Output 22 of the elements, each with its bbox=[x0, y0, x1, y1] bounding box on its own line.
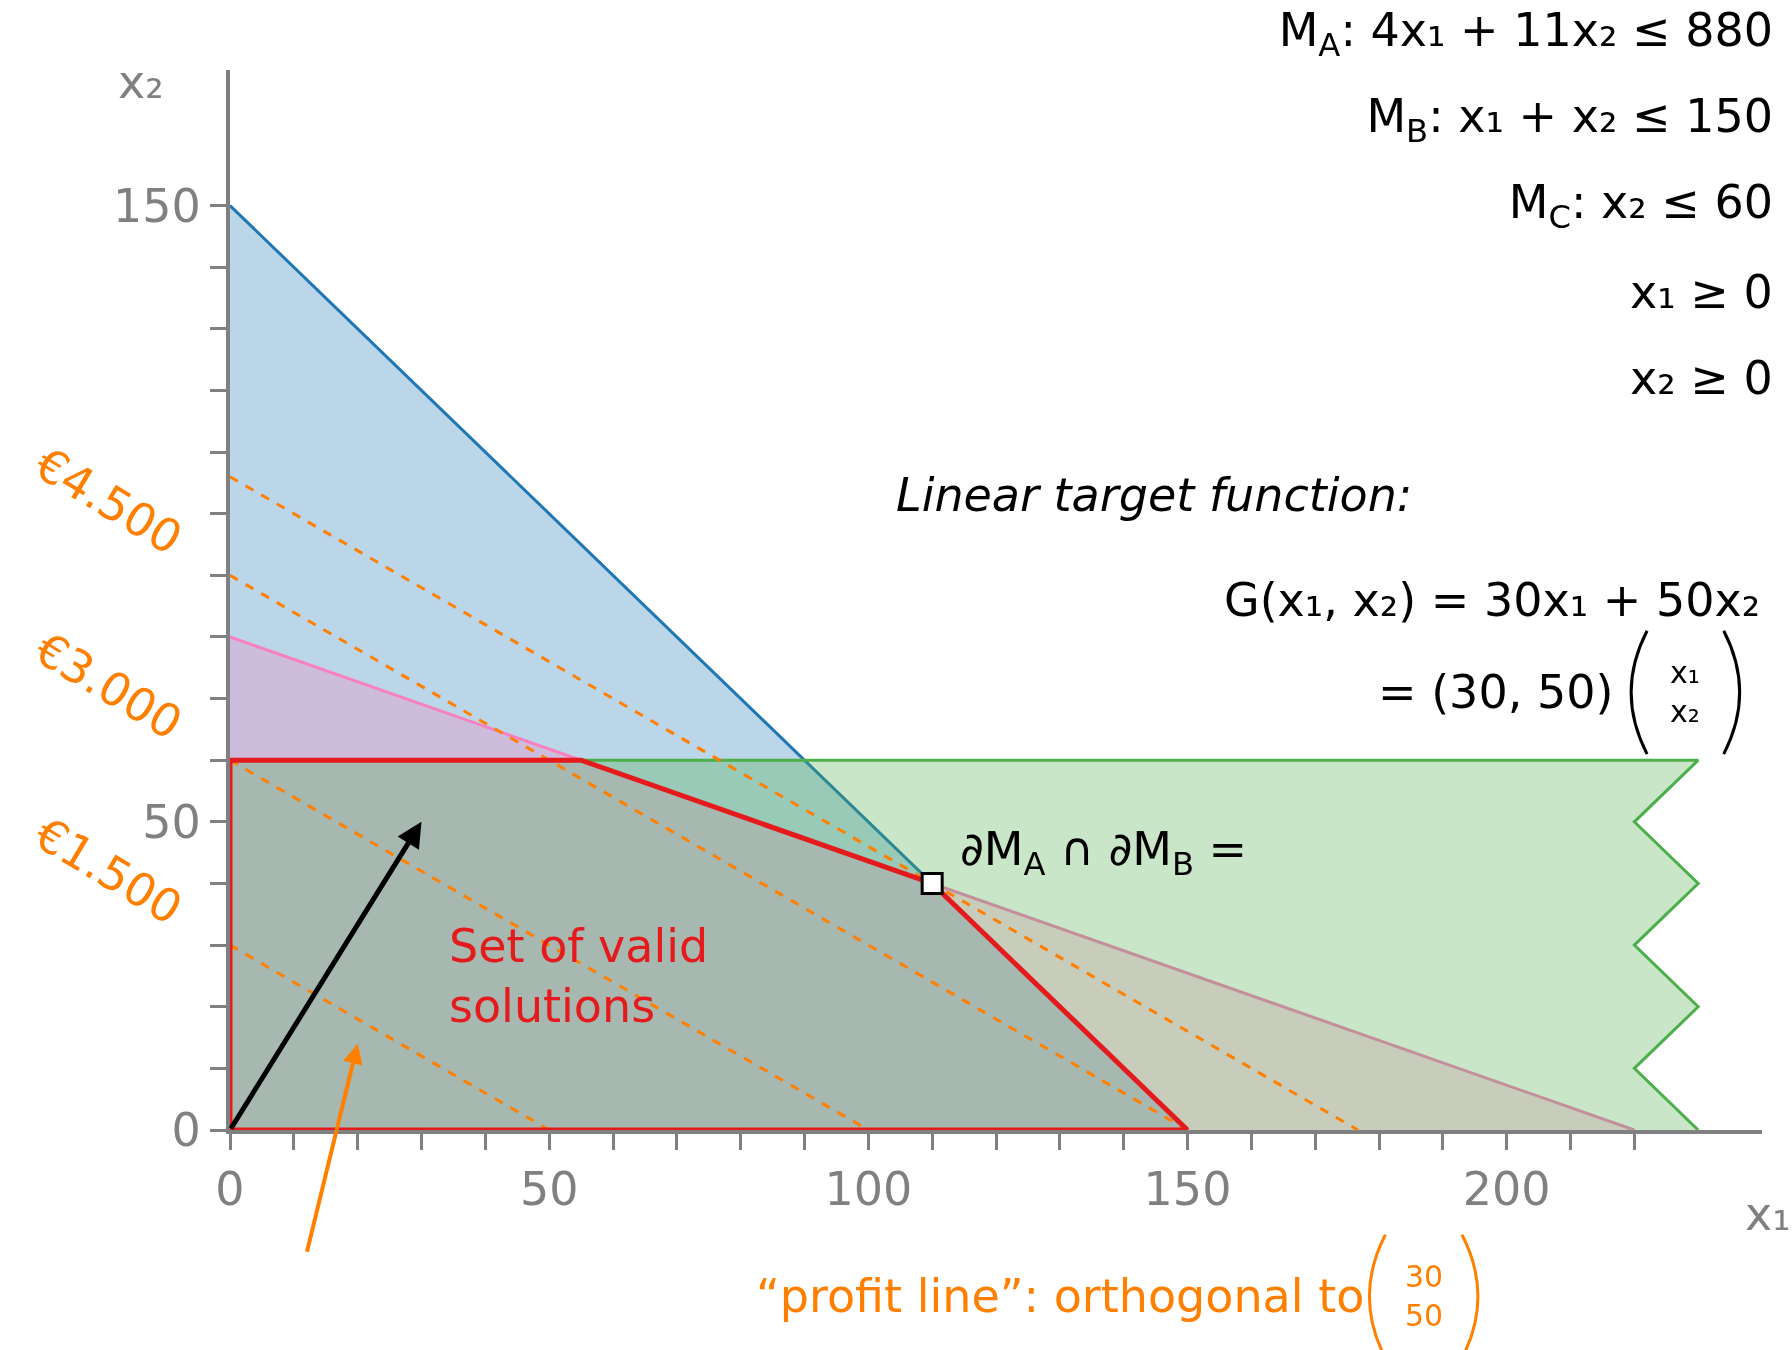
y-tick-label: 0 bbox=[171, 1103, 201, 1158]
text: “profit line”: orthogonal to bbox=[756, 1269, 1365, 1323]
annotation: G(x₁, x₂) = 30x₁ + 50x₂ bbox=[1224, 573, 1761, 627]
x-tick-label: 100 bbox=[824, 1162, 913, 1217]
annotation: x₁ x₂ bbox=[1670, 655, 1700, 729]
x-tick-label: 50 bbox=[519, 1162, 579, 1217]
annotation: M$_{C}$: x₂ ≤ 60 bbox=[1508, 175, 1773, 236]
x-axis-title: x₁ bbox=[1745, 1187, 1791, 1241]
annotation: x₁ ≥ 0 bbox=[1630, 265, 1773, 319]
x-tick-label: 0 bbox=[215, 1162, 245, 1217]
annotation: x₂ ≥ 0 bbox=[1630, 351, 1773, 405]
annotation: Linear target function: bbox=[896, 468, 1413, 522]
annotation: = (30, 50) bbox=[1378, 665, 1614, 719]
y-tick-label: 150 bbox=[112, 178, 201, 233]
annotation: Set of valid solutions bbox=[449, 919, 709, 1033]
y-axis-title: x₂ bbox=[118, 55, 164, 109]
x-tick-label: 150 bbox=[1143, 1162, 1232, 1217]
annotation: M$_{B}$: x₁ + x₂ ≤ 150 bbox=[1366, 89, 1773, 150]
text: 30 50 bbox=[1405, 1259, 1444, 1333]
x-tick-label: 200 bbox=[1462, 1162, 1551, 1217]
text: M$_{A}$: 4x₁ + 11x₂ ≤ 880 bbox=[1278, 3, 1773, 64]
annotation: ∂M$_{A}$ ∩ ∂M$_{B}$ = bbox=[960, 822, 1248, 883]
